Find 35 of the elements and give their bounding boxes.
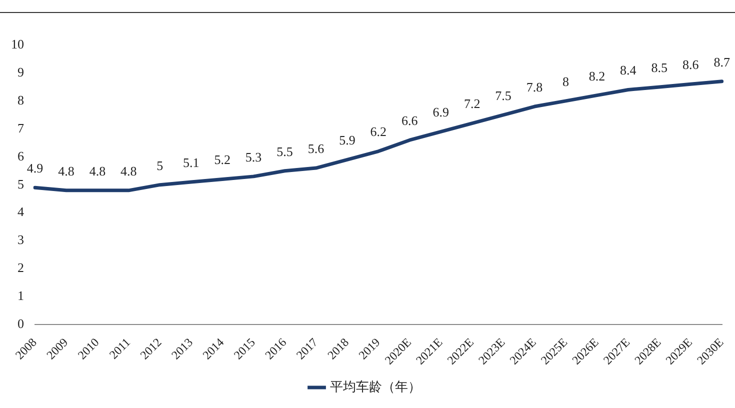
y-tick-label: 5 — [18, 176, 24, 192]
data-label: 7.5 — [495, 88, 512, 103]
data-label: 4.9 — [26, 160, 44, 176]
data-label: 8.5 — [651, 60, 668, 75]
data-label: 8.4 — [620, 62, 637, 78]
data-label: 5.9 — [339, 132, 356, 148]
data-label: 8.6 — [682, 57, 700, 72]
data-label: 5.3 — [245, 149, 262, 164]
y-tick-label: 6 — [18, 148, 24, 164]
y-tick-label: 2 — [18, 260, 24, 276]
data-label: 8.7 — [714, 54, 730, 70]
y-tick-label: 7 — [18, 120, 24, 136]
y-tick-label: 4 — [18, 204, 24, 220]
data-label: 7.8 — [526, 79, 543, 94]
data-label: 6.2 — [370, 124, 387, 140]
data-label: 4.8 — [58, 163, 74, 178]
data-label: 7.2 — [464, 96, 480, 112]
data-label: 4.8 — [120, 163, 137, 178]
data-label: 5.2 — [214, 152, 230, 168]
data-label: 5.6 — [308, 140, 325, 156]
data-label: 8.2 — [588, 68, 606, 84]
y-tick-label: 10 — [11, 36, 24, 52]
data-label: 6.9 — [432, 104, 449, 120]
data-label: 5 — [156, 158, 164, 173]
data-label: 6.6 — [402, 113, 418, 128]
y-tick-label: 9 — [18, 64, 24, 80]
y-tick-label: 8 — [18, 92, 24, 108]
y-tick-label: 0 — [18, 316, 24, 332]
data-label: 5.1 — [182, 154, 200, 170]
y-tick-label: 1 — [18, 288, 24, 304]
legend-label: 平均车龄（年） — [330, 378, 421, 394]
y-tick-label: 3 — [18, 232, 24, 248]
data-label: 4.8 — [89, 163, 106, 178]
data-label: 5.5 — [276, 144, 293, 159]
data-label: 8 — [562, 74, 569, 89]
